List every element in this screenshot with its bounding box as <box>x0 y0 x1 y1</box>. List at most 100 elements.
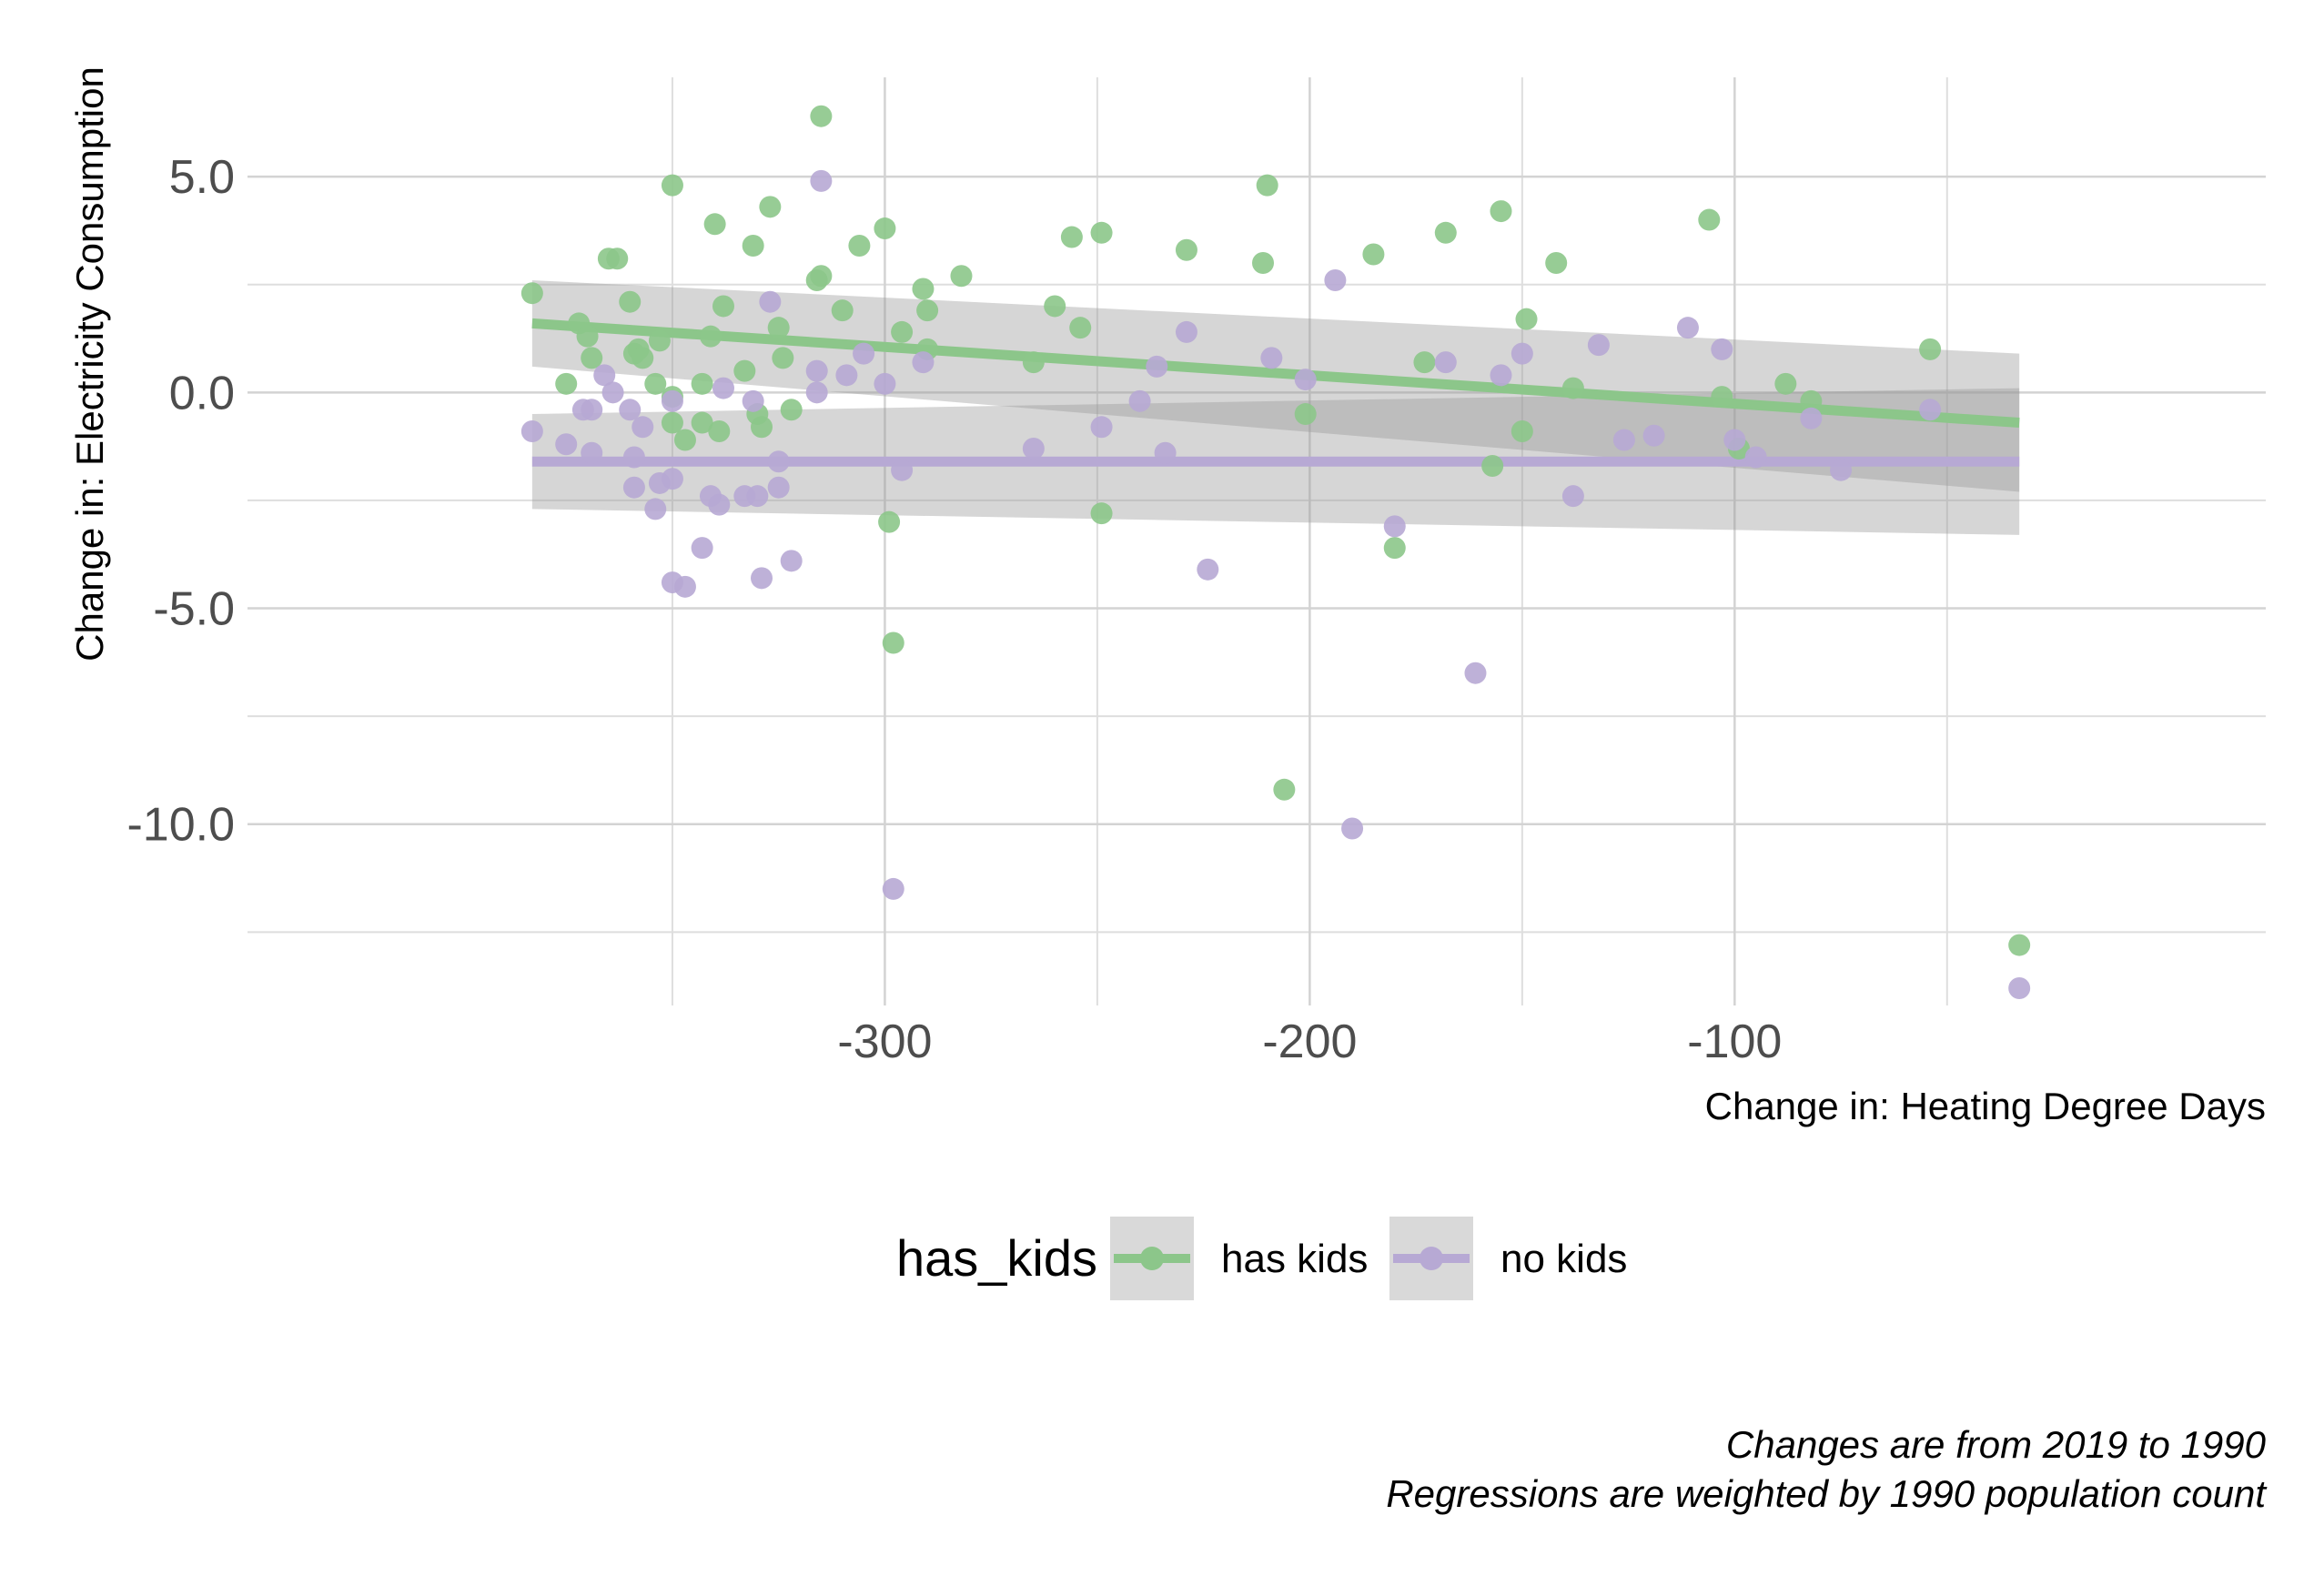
data-point-has-kids <box>648 329 671 352</box>
data-point-has-kids <box>606 248 629 270</box>
data-point-has-kids <box>632 347 654 369</box>
data-point-has-kids <box>759 196 782 218</box>
data-point-has-kids <box>619 290 642 313</box>
data-point-has-kids <box>751 416 773 439</box>
data-point-has-kids <box>708 420 731 443</box>
data-point-no-kids <box>708 493 731 516</box>
y-tick-label: -5.0 <box>153 583 235 636</box>
data-point-no-kids <box>1175 320 1197 343</box>
data-point-has-kids <box>1069 317 1092 339</box>
data-point-has-kids <box>810 105 833 127</box>
data-point-has-kids <box>691 411 713 434</box>
data-point-has-kids <box>882 631 904 654</box>
data-point-no-kids <box>661 389 683 412</box>
data-point-no-kids <box>2008 977 2031 1000</box>
data-point-has-kids <box>576 325 599 348</box>
data-point-no-kids <box>742 389 764 412</box>
data-point-no-kids <box>1919 399 1942 421</box>
data-point-has-kids <box>1273 778 1296 801</box>
data-point-no-kids <box>751 567 773 590</box>
data-point-no-kids <box>1090 416 1113 439</box>
data-point-has-kids <box>1481 454 1504 477</box>
grid-lines <box>248 77 2266 1005</box>
data-point-no-kids <box>622 476 645 499</box>
data-point-no-kids <box>712 377 734 399</box>
data-point-no-kids <box>593 364 616 387</box>
data-point-has-kids <box>1044 295 1066 318</box>
data-point-has-kids <box>1490 200 1512 223</box>
data-point-no-kids <box>581 441 603 464</box>
data-point-has-kids <box>1294 403 1317 426</box>
data-point-no-kids <box>891 459 914 481</box>
data-point-no-kids <box>1642 424 1665 447</box>
data-point-no-kids <box>1197 558 1219 581</box>
data-point-no-kids <box>1744 446 1767 469</box>
data-point-no-kids <box>1324 268 1347 291</box>
legend-title: has_kids <box>896 1229 1097 1287</box>
data-point-no-kids <box>1561 485 1584 508</box>
data-point-no-kids <box>632 416 654 439</box>
data-point-has-kids <box>1711 386 1733 409</box>
data-point-no-kids <box>644 498 667 520</box>
data-point-no-kids <box>581 399 603 421</box>
data-point-no-kids <box>882 877 904 900</box>
data-point-no-kids <box>767 450 790 473</box>
data-point-no-kids <box>1154 441 1177 464</box>
data-point-has-kids <box>733 359 756 382</box>
data-point-has-kids <box>891 320 914 343</box>
data-point-has-kids <box>581 347 603 369</box>
data-point-has-kids <box>878 510 901 533</box>
data-point-no-kids <box>661 468 683 490</box>
caption-line-1: Changes are from 2019 to 1990 <box>1726 1423 2267 1466</box>
data-point-no-kids <box>1490 364 1512 387</box>
data-point-no-kids <box>1022 438 1045 460</box>
data-point-no-kids <box>1128 389 1151 412</box>
data-point-has-kids <box>1511 420 1533 443</box>
data-point-no-kids <box>1146 355 1168 378</box>
data-point-no-kids <box>1294 369 1317 391</box>
data-point-has-kids <box>772 347 794 369</box>
data-point-no-kids <box>1612 429 1635 451</box>
data-point-no-kids <box>1464 662 1487 684</box>
data-point-has-kids <box>950 265 973 288</box>
data-point-no-kids <box>601 381 624 404</box>
data-point-no-kids <box>1511 342 1533 365</box>
data-point-no-kids <box>691 537 713 560</box>
data-point-no-kids <box>1711 338 1733 360</box>
data-point-has-kids <box>2008 934 2031 956</box>
legend-label-has-kids: has kids <box>1221 1237 1368 1281</box>
caption-line-2: Regressions are weighted by 1990 populat… <box>1386 1472 2268 1515</box>
data-point-has-kids <box>691 372 713 395</box>
data-point-no-kids <box>619 399 642 421</box>
data-point-no-kids <box>1587 334 1610 357</box>
data-point-has-kids <box>1919 338 1942 360</box>
data-point-no-kids <box>780 550 803 572</box>
data-point-has-kids <box>916 299 939 322</box>
legend-label-no-kids: no kids <box>1500 1237 1627 1281</box>
data-point-has-kids <box>874 217 896 240</box>
data-point-has-kids <box>780 399 803 421</box>
data-point-no-kids <box>1383 515 1406 538</box>
y-axis-title: Change in: Electricity Consumption <box>68 66 111 662</box>
x-tick-label: -300 <box>837 1015 932 1068</box>
data-point-no-kids <box>555 433 578 456</box>
data-point-has-kids <box>810 265 833 288</box>
data-point-no-kids <box>810 169 833 192</box>
data-point-no-kids <box>1260 347 1283 369</box>
data-point-no-kids <box>1723 429 1746 451</box>
data-point-no-kids <box>520 420 543 443</box>
y-tick-label: -10.0 <box>126 799 235 852</box>
data-point-has-kids <box>1545 252 1568 274</box>
data-points <box>520 105 2031 1000</box>
data-point-no-kids <box>853 342 875 365</box>
data-point-no-kids <box>1830 459 1853 481</box>
legend-key-has-kids-point <box>1140 1247 1164 1270</box>
data-point-has-kids <box>1060 226 1083 248</box>
data-point-has-kids <box>1175 238 1197 261</box>
y-tick-label: 5.0 <box>169 151 235 204</box>
data-point-has-kids <box>1515 308 1538 330</box>
data-point-has-kids <box>644 372 667 395</box>
data-point-no-kids <box>746 485 769 508</box>
data-point-no-kids <box>767 476 790 499</box>
